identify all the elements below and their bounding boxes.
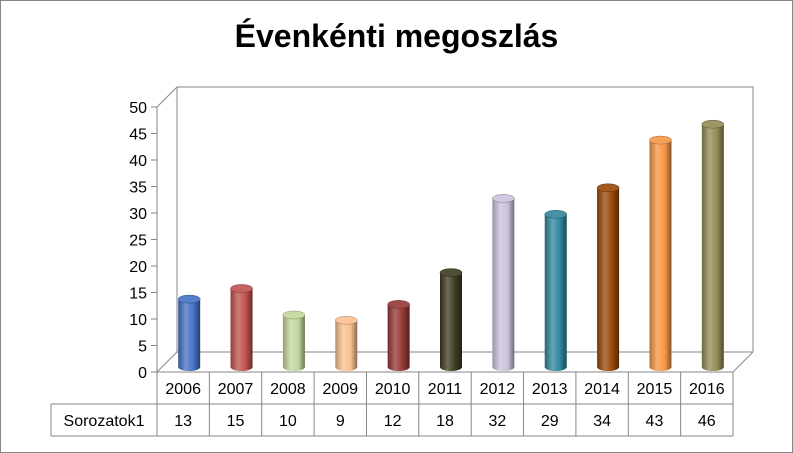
bar-2014 [596,183,620,371]
category-label: 2016 [689,381,725,398]
category-label: 2010 [375,381,411,398]
series-name: Sorozatok1 [64,413,145,430]
y-tick-label: 30 [129,206,147,223]
bar-2009 [335,316,358,371]
y-tick-label: 0 [138,365,147,382]
data-table-value: 32 [488,413,506,430]
bar-2007 [230,284,253,371]
bar-2016 [701,119,725,371]
data-table-value: 13 [174,413,192,430]
category-label: 2007 [218,381,254,398]
data-table-value: 46 [698,413,716,430]
y-tick-label: 35 [129,180,147,197]
bar-2015 [649,135,672,371]
y-tick-label: 45 [129,127,147,144]
data-table-value: 15 [227,413,245,430]
category-label: 2013 [532,381,568,398]
data-table-value: 43 [646,413,664,430]
bar-2010 [387,300,410,371]
y-tick-label: 5 [138,339,147,356]
bar-2013 [544,210,567,371]
category-label: 2008 [270,381,306,398]
chart-title: Évenkénti megoszlás [234,18,559,54]
data-table-value: 12 [384,413,402,430]
data-table-value: 34 [593,413,611,430]
category-label: 2009 [322,381,358,398]
bar-2008 [282,310,306,371]
bar-2006 [177,294,201,371]
y-tick-label: 50 [129,100,147,117]
y-tick-label: 10 [129,312,147,329]
y-tick-label: 20 [129,259,147,276]
y-tick-label: 40 [129,153,147,170]
bar-2012 [492,194,515,371]
category-label: 2006 [165,381,201,398]
category-label: 2014 [584,381,620,398]
y-tick-label: 15 [129,286,147,303]
data-table-value: 9 [336,413,345,430]
data-table-value: 10 [279,413,297,430]
y-tick-label: 25 [129,233,147,250]
data-table-value: 18 [436,413,454,430]
category-label: 2011 [428,381,463,398]
category-label: 2015 [637,381,673,398]
data-table-value: 29 [541,413,559,430]
bar-2011 [439,268,463,371]
category-label: 2012 [480,381,516,398]
